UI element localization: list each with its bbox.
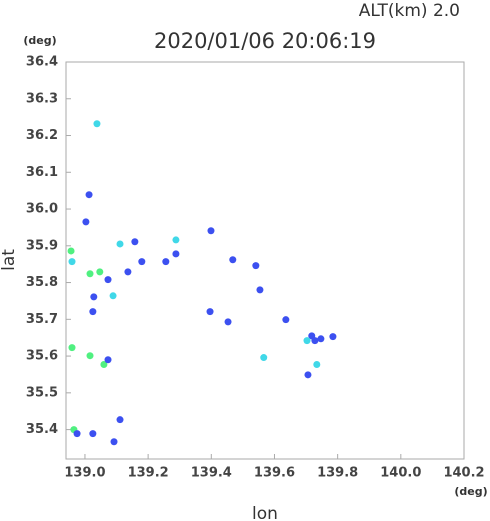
echo bbox=[172, 250, 180, 258]
echo bbox=[303, 337, 311, 345]
x-tick-label: 139.4 bbox=[191, 466, 232, 481]
echo bbox=[85, 191, 93, 199]
echo bbox=[104, 276, 112, 284]
x-axis-label: lon bbox=[252, 504, 278, 521]
echo bbox=[68, 344, 76, 352]
y-unit: (deg) bbox=[23, 34, 56, 47]
plot-area bbox=[65, 61, 465, 460]
echo bbox=[131, 238, 139, 246]
y-tick-label: 35.9 bbox=[26, 238, 58, 253]
echo bbox=[109, 292, 117, 300]
echo bbox=[207, 227, 215, 235]
y-tick-label: 35.5 bbox=[26, 385, 58, 400]
echo bbox=[90, 293, 98, 301]
echo bbox=[73, 430, 81, 438]
echo bbox=[229, 256, 237, 264]
echo bbox=[329, 333, 337, 341]
y-tick-label: 36.4 bbox=[26, 55, 58, 70]
x-unit: (deg) bbox=[454, 485, 487, 498]
y-axis-label: lat bbox=[0, 249, 19, 271]
y-tick-label: 35.7 bbox=[26, 312, 58, 327]
echo bbox=[282, 316, 290, 324]
echo bbox=[313, 361, 321, 369]
x-tick-label: 139.0 bbox=[64, 466, 105, 481]
echo bbox=[224, 318, 232, 326]
echo bbox=[172, 236, 180, 244]
y-tick-label: 36.1 bbox=[26, 165, 58, 180]
echo bbox=[206, 308, 214, 316]
x-tick-label: 139.8 bbox=[317, 466, 358, 481]
echo bbox=[82, 218, 90, 226]
echo bbox=[86, 352, 94, 360]
echo bbox=[96, 268, 104, 276]
echo bbox=[93, 120, 101, 128]
y-tick-label: 35.8 bbox=[26, 275, 58, 290]
x-tick-label: 140.0 bbox=[380, 466, 421, 481]
echo bbox=[252, 262, 260, 270]
echo bbox=[86, 270, 94, 278]
echo bbox=[260, 354, 268, 362]
echo bbox=[116, 240, 124, 248]
echo bbox=[89, 430, 97, 438]
x-tick-label: 140.2 bbox=[443, 466, 484, 481]
echo bbox=[311, 337, 319, 345]
echo bbox=[162, 258, 170, 266]
y-tick-label: 35.6 bbox=[26, 349, 58, 364]
echo bbox=[89, 308, 97, 316]
echo bbox=[317, 335, 325, 343]
echo bbox=[138, 258, 146, 266]
y-tick-label: 36.3 bbox=[26, 91, 58, 106]
echo bbox=[304, 371, 312, 379]
echo bbox=[124, 268, 132, 276]
echo bbox=[116, 416, 124, 424]
echo bbox=[256, 286, 264, 294]
y-tick-label: 36.0 bbox=[26, 202, 58, 217]
chart-title: 2020/01/06 20:06:19 bbox=[154, 29, 376, 53]
echo bbox=[100, 361, 108, 369]
annotation: ALT(km) 2.0 bbox=[359, 1, 460, 21]
echo bbox=[67, 247, 75, 255]
y-tick-label: 35.4 bbox=[26, 422, 58, 437]
x-tick-label: 139.6 bbox=[254, 466, 295, 481]
echo bbox=[110, 438, 118, 446]
echo bbox=[104, 356, 112, 364]
x-tick-label: 139.2 bbox=[128, 466, 169, 481]
y-tick-label: 36.2 bbox=[26, 128, 58, 143]
echo bbox=[68, 258, 76, 266]
